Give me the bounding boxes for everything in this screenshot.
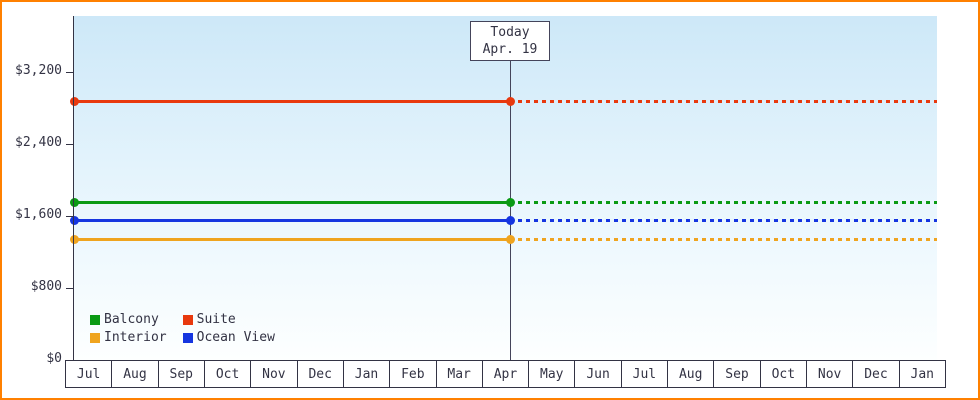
x-month-label-jun-11: Jun <box>575 361 622 387</box>
x-month-label-oct-15: Oct <box>761 361 807 387</box>
today-date: Apr. 19 <box>482 42 538 57</box>
x-axis-month-row: Jul Aug Sep Oct Nov Dec Jan Feb Mar Apr May Jun Jul A… <box>65 360 946 388</box>
series-marker-start-balcony <box>70 198 79 207</box>
today-label: Today <box>490 25 530 40</box>
x-month-label-dec-5: Dec <box>298 361 344 387</box>
legend-swatch-interior <box>90 332 100 343</box>
legend: Balcony Suite Interior Ocean View <box>90 312 275 345</box>
legend-swatch-ocean-view <box>182 332 193 343</box>
series-line-suite <box>74 100 510 103</box>
series-marker-start-ocean-view <box>70 216 79 225</box>
x-month-label-dec-17: Dec <box>853 361 900 387</box>
y-tick-label: $0 <box>46 351 62 366</box>
y-tick-label: $2,400 <box>15 135 62 150</box>
legend-label-interior: Interior <box>104 330 167 345</box>
y-tick-label: $3,200 <box>15 63 62 78</box>
legend-item-suite: Suite <box>182 312 275 327</box>
series-marker-today-balcony <box>506 198 515 207</box>
series-marker-today-interior <box>506 235 515 244</box>
legend-label-balcony: Balcony <box>104 312 159 327</box>
y-tick-label: $1,600 <box>15 207 62 222</box>
series-projection-suite <box>510 100 937 103</box>
plot-area <box>74 16 937 360</box>
x-month-label-jan-18: Jan <box>900 361 946 387</box>
y-axis-line <box>73 16 74 361</box>
legend-label-ocean-view: Ocean View <box>196 330 275 345</box>
legend-swatch-suite <box>182 314 193 325</box>
legend-item-interior: Interior <box>90 330 167 345</box>
x-month-label-may-10: May <box>529 361 576 387</box>
y-tick-label: $800 <box>30 279 62 294</box>
series-marker-today-suite <box>506 97 515 106</box>
series-marker-start-suite <box>70 97 79 106</box>
series-line-ocean-view <box>74 219 510 222</box>
legend-label-suite: Suite <box>196 312 236 327</box>
series-projection-interior <box>510 238 937 241</box>
x-month-label-sep-14: Sep <box>714 361 761 387</box>
legend-swatch-balcony <box>90 314 100 325</box>
x-month-label-aug-1: Aug <box>112 361 159 387</box>
series-projection-balcony <box>510 201 937 204</box>
x-month-label-feb-7: Feb <box>390 361 437 387</box>
x-month-label-jan-6: Jan <box>344 361 391 387</box>
legend-item-balcony: Balcony <box>90 312 167 327</box>
x-month-label-oct-3: Oct <box>205 361 252 387</box>
x-month-label-nov-4: Nov <box>251 361 298 387</box>
x-month-label-jul-12: Jul <box>622 361 669 387</box>
x-month-label-jul-0: Jul <box>66 361 113 387</box>
x-month-label-sep-2: Sep <box>159 361 205 387</box>
series-line-interior <box>74 238 510 241</box>
y-axis-tick <box>66 72 73 73</box>
x-month-label-mar-8: Mar <box>437 361 483 387</box>
x-month-label-aug-13: Aug <box>668 361 715 387</box>
y-axis-tick <box>66 216 73 217</box>
today-label-box: Today Apr. 19 <box>470 21 550 61</box>
y-axis-tick <box>66 144 73 145</box>
series-projection-ocean-view <box>510 219 937 222</box>
x-month-label-nov-16: Nov <box>807 361 854 387</box>
y-axis-tick <box>66 288 73 289</box>
today-line <box>510 59 511 360</box>
series-marker-today-ocean-view <box>506 216 515 225</box>
series-line-balcony <box>74 201 510 204</box>
series-marker-start-interior <box>70 235 79 244</box>
legend-item-ocean-view: Ocean View <box>182 330 275 345</box>
x-month-label-apr-9: Apr <box>483 361 530 387</box>
